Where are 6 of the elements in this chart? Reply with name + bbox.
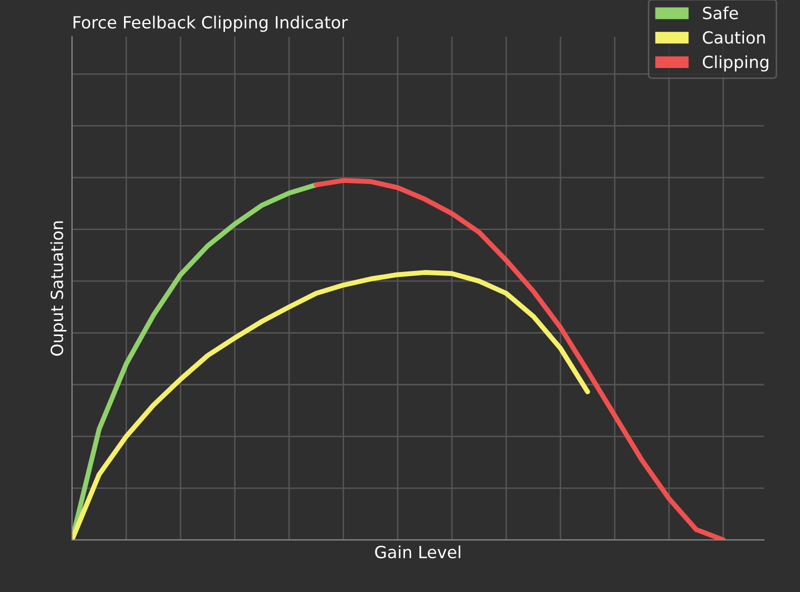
- y-axis-title: Ouput Satuation: [50, 221, 66, 356]
- chart-title: Force Feelback Clipping Indicator: [74, 16, 348, 32]
- legend-label: Safe: [703, 6, 738, 20]
- legend-label: Clipping: [702, 55, 768, 72]
- x-axis-title: Gain Level: [375, 545, 460, 558]
- legend-label: Caution: [702, 30, 765, 44]
